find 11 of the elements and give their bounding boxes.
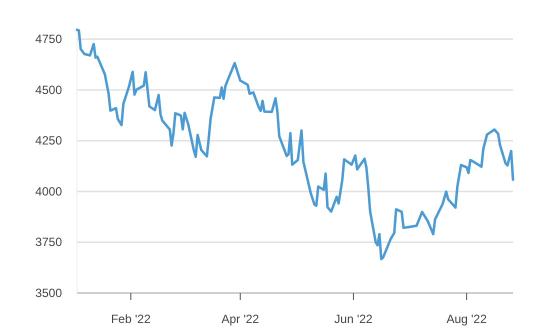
x-tick-label: Feb '22 [110, 312, 151, 326]
x-tick-label: Apr '22 [221, 312, 260, 326]
y-tick-label: 4250 [35, 134, 62, 148]
y-tick-label: 3750 [35, 235, 62, 250]
y-tick-label: 4750 [35, 32, 62, 46]
x-tick-label: Aug '22 [446, 312, 488, 326]
line-series [76, 28, 514, 260]
y-tick-label: 3500 [35, 286, 62, 300]
y-tick-label: 4500 [35, 82, 62, 97]
y-tick-label: 4000 [35, 184, 62, 198]
x-tick-label: Jun '22 [334, 312, 373, 326]
